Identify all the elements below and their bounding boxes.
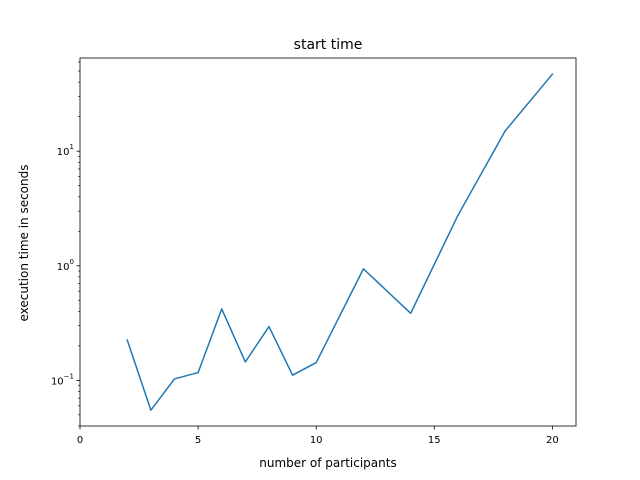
y-tick-label-exponent: 1 [70,143,74,151]
x-tick-label: 10 [310,435,323,446]
y-tick-label-base: 10 [57,147,70,158]
axes-frame [79,57,577,427]
y-axis-label: execution time in seconds [17,164,31,321]
y-tick-label: 10−1 [51,372,74,387]
series-line-0 [126,73,554,411]
y-tick-label: 100 [57,258,74,273]
x-axis-label: number of participants [259,456,396,470]
chart-title: start time [294,37,363,53]
x-tick-label: 20 [546,435,559,446]
y-tick-label-exponent: 0 [70,258,74,266]
x-tick-label: 15 [428,435,441,446]
x-tick-label: 5 [195,435,201,446]
y-tick-label-base: 10 [57,262,70,273]
y-tick-label: 101 [57,143,74,158]
x-tick-label: 0 [77,435,83,446]
y-tick-label-base: 10 [51,376,64,387]
y-tick-label-exponent: −1 [64,372,74,380]
